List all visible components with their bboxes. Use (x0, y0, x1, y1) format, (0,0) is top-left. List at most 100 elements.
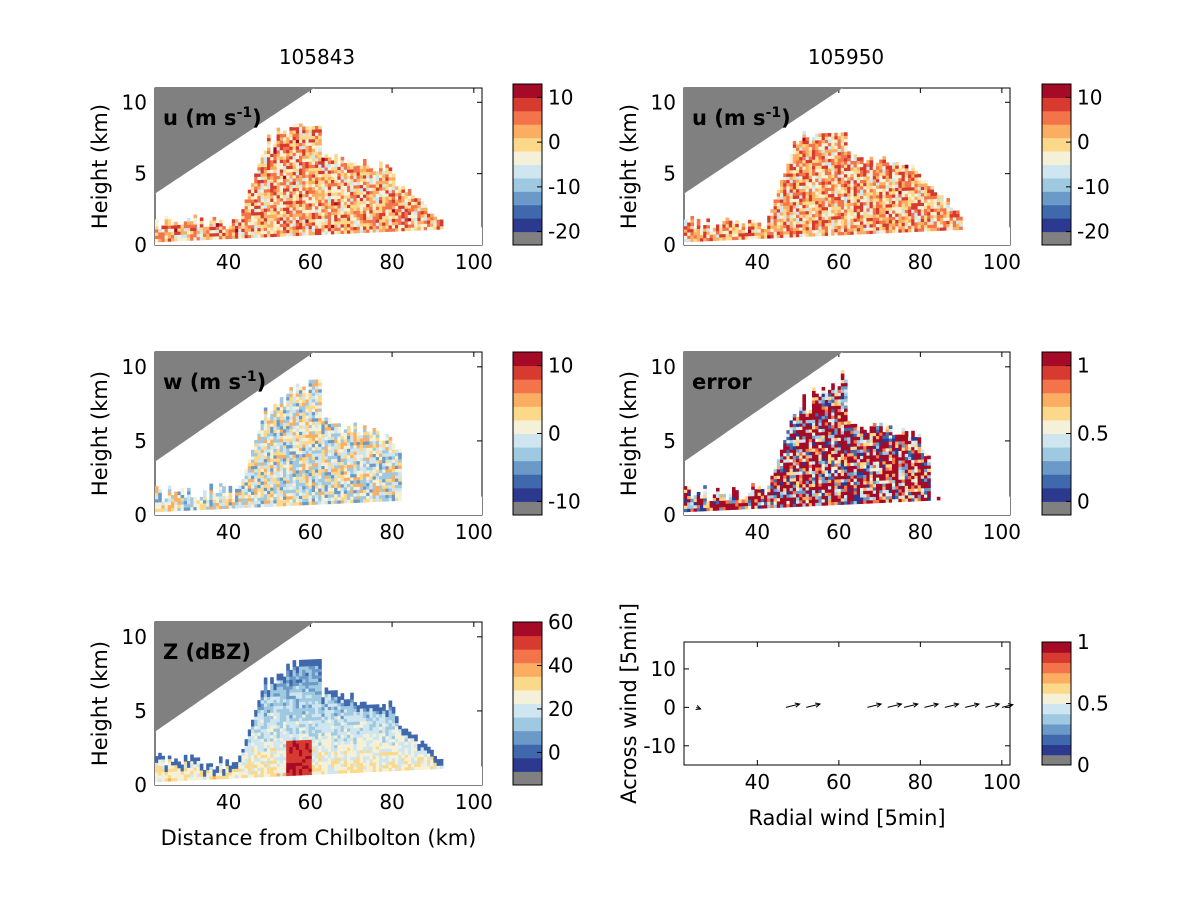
echo-cell (882, 156, 886, 160)
echo-cell (366, 213, 370, 217)
echo-cell (815, 171, 819, 176)
echo-cell (183, 227, 188, 232)
echo-cell (792, 150, 797, 155)
echo-cell (244, 209, 249, 213)
echo-cell (687, 495, 691, 500)
echo-cell (363, 181, 367, 185)
echo-cell (260, 173, 265, 177)
echo-cell (331, 497, 335, 501)
echo-cell (844, 167, 848, 172)
echo-cell (289, 415, 293, 420)
echo-cell (350, 496, 354, 500)
echo-cell (840, 222, 845, 226)
echo-cell (796, 474, 800, 479)
echo-cell (331, 426, 335, 431)
echo-cell (869, 204, 874, 209)
echo-cell (295, 136, 300, 140)
echo-cell (831, 212, 835, 217)
echo-cell (417, 210, 421, 215)
echo-cell (263, 458, 268, 463)
echo-cell (299, 129, 303, 134)
echo-cell (286, 203, 290, 208)
echo-cell (751, 495, 755, 500)
echo-cell (318, 472, 322, 476)
echo-cell (725, 217, 730, 222)
echo-cell (311, 475, 316, 480)
echo-cell (821, 165, 826, 169)
echo-cell (748, 495, 752, 500)
echo-cell (831, 203, 835, 207)
echo-cell (263, 166, 268, 171)
echo-cell (382, 170, 386, 175)
echo-cell (299, 165, 303, 169)
echo-cell (895, 200, 899, 204)
echo-cell (853, 176, 858, 181)
echo-cell (203, 226, 207, 231)
echo-cell (276, 217, 281, 221)
echo-cell (359, 200, 364, 205)
echo-cell (331, 455, 335, 460)
echo-cell (375, 443, 380, 448)
echo-cell (796, 416, 800, 421)
echo-cell (837, 158, 842, 162)
echo-cell (904, 203, 909, 207)
echo-cell (375, 431, 380, 435)
echo-cell (735, 490, 739, 494)
echo-cell (802, 194, 806, 199)
echo-cell (824, 222, 829, 227)
echo-cell (273, 210, 277, 215)
echo-cell (818, 194, 822, 198)
echo-cell (353, 178, 357, 183)
echo-cell (404, 224, 409, 228)
echo-cell (299, 197, 303, 201)
echo-cell (318, 388, 322, 393)
echo-cell (936, 214, 941, 219)
echo-cell (292, 434, 297, 439)
echo-cell (363, 495, 367, 500)
echo-cell (212, 226, 217, 231)
echo-cell (270, 499, 274, 504)
echo-cell (837, 206, 842, 210)
echo-cell (251, 472, 255, 476)
echo-cell (196, 227, 201, 231)
echo-cell (251, 192, 255, 197)
echo-cell (363, 479, 367, 484)
echo-cell (353, 432, 357, 436)
echo-cell (850, 183, 854, 187)
echo-cell (299, 149, 303, 153)
echo-cell (295, 177, 300, 182)
echo-cell (783, 186, 787, 190)
echo-cell (279, 185, 284, 189)
echo-cell (892, 219, 896, 224)
echo-cell (260, 481, 265, 485)
echo-cell (353, 496, 357, 500)
echo-cell (273, 490, 277, 494)
echo-cell (799, 198, 803, 202)
echo-cell (382, 440, 386, 444)
echo-cell (780, 179, 784, 184)
echo-cell (257, 462, 261, 466)
echo-cell (780, 456, 784, 460)
echo-cell (260, 230, 265, 235)
echo-cell (812, 140, 816, 144)
echo-cell (353, 168, 357, 173)
echo-cell (834, 148, 838, 153)
echo-cell (391, 491, 396, 495)
echo-cell (299, 229, 303, 233)
echo-cell (219, 495, 223, 500)
echo-cell (286, 476, 290, 481)
echo-cell (190, 233, 194, 238)
echo-cell (299, 142, 303, 147)
echo-cell (283, 406, 287, 411)
echo-cell (289, 387, 293, 391)
echo-cell (263, 172, 268, 177)
echo-cell (254, 208, 258, 213)
echo-cell (353, 220, 357, 224)
echo-cell (796, 432, 800, 437)
echo-cell (321, 218, 325, 223)
echo-cell (353, 476, 357, 481)
echo-cell (209, 223, 213, 228)
echo-cell (331, 442, 335, 447)
echo-cell (391, 462, 396, 466)
echo-cell (379, 225, 383, 230)
